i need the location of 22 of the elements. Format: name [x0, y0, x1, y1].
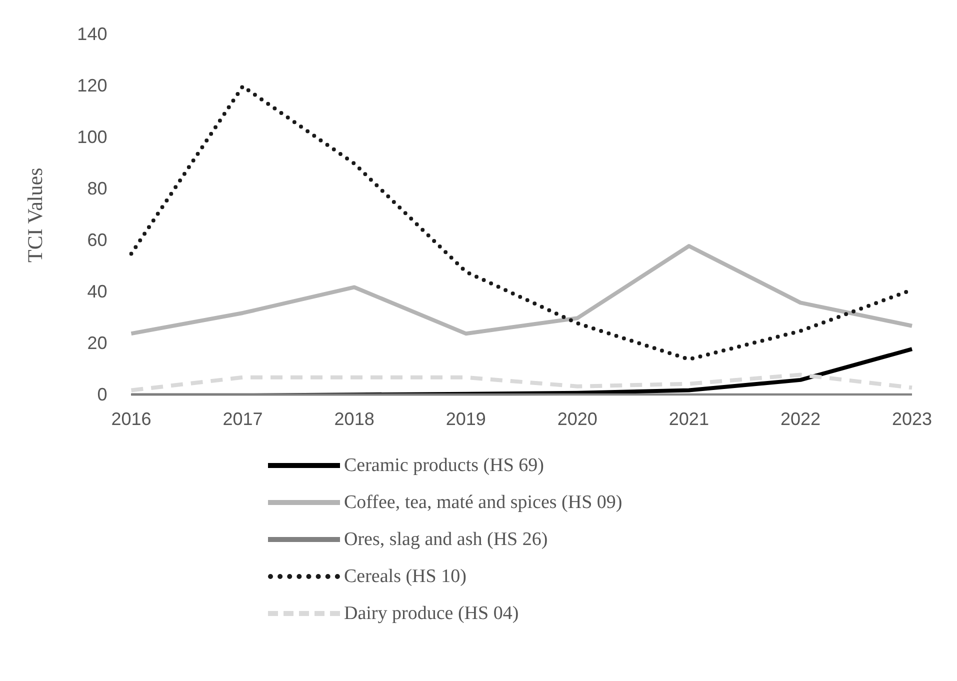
legend-label: Coffee, tea, maté and spices (HS 09)	[344, 492, 622, 514]
y-tick-label: 120	[77, 75, 108, 96]
y-tick-label: 0	[97, 384, 108, 404]
x-tick-label: 2017	[222, 409, 263, 430]
x-tick-label: 2018	[334, 409, 374, 430]
y-tick-label: 80	[87, 178, 108, 198]
x-tick-label: 2022	[780, 409, 820, 430]
y-tick-label: 140	[77, 24, 108, 44]
legend-label: Ceramic products (HS 69)	[344, 454, 544, 476]
y-tick-label: 20	[87, 332, 108, 353]
y-tick-label: 60	[87, 230, 108, 250]
x-tick-label: 2020	[557, 409, 598, 430]
legend-label: Dairy produce (HS 04)	[344, 602, 519, 624]
y-axis-title: TCI Values	[23, 168, 48, 262]
y-tick-label: 40	[87, 281, 108, 302]
legend-label: Ores, slag and ash (HS 26)	[344, 528, 548, 550]
legend-label: Cereals (HS 10)	[344, 566, 466, 588]
y-tick-label: 100	[77, 126, 108, 147]
x-tick-label: 2021	[668, 409, 709, 430]
x-tick-label: 2023	[892, 409, 932, 430]
x-tick-label: 2016	[111, 409, 152, 430]
x-tick-label: 2019	[446, 409, 486, 430]
